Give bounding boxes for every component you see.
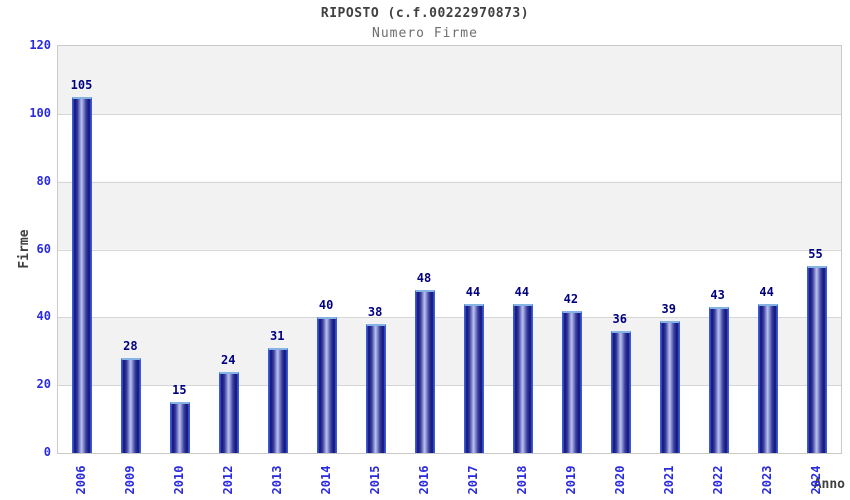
bar-value-2018: 44 xyxy=(514,284,530,299)
bar-value-2012: 24 xyxy=(221,352,236,367)
bar-2006 xyxy=(72,96,93,453)
gridline-100 xyxy=(58,113,841,115)
y-tick-label-100: 100 xyxy=(29,105,51,120)
bar-2023 xyxy=(757,303,778,453)
bar-value-2023: 44 xyxy=(759,284,774,299)
x-tick-label-2006: 2006 xyxy=(74,465,89,495)
y-tick-label-80: 80 xyxy=(36,173,51,188)
bar-value-2009: 28 xyxy=(123,339,138,354)
bar-2015 xyxy=(366,324,387,453)
plot-area xyxy=(57,45,842,454)
x-tick-label-2019: 2019 xyxy=(563,465,578,495)
y-tick-label-40: 40 xyxy=(36,309,51,324)
y-tick-label-120: 120 xyxy=(29,38,51,52)
x-tick-label-2017: 2017 xyxy=(465,465,480,495)
x-tick-label-2012: 2012 xyxy=(221,465,236,495)
bar-value-2015: 38 xyxy=(367,305,383,320)
x-tick-label-2024: 2024 xyxy=(808,465,823,495)
bar-value-2013: 31 xyxy=(269,328,285,343)
bar-2009 xyxy=(121,358,142,453)
gridline-80 xyxy=(58,181,841,183)
bar-2013 xyxy=(268,347,289,453)
bar-2014 xyxy=(317,317,338,453)
bar-2021 xyxy=(659,320,680,453)
x-tick-label-2015: 2015 xyxy=(368,465,383,495)
bar-2022 xyxy=(708,307,729,453)
x-tick-label-2023: 2023 xyxy=(759,465,774,495)
chart-subtitle: Numero Firme xyxy=(372,26,478,41)
bar-2019 xyxy=(561,310,582,453)
y-tick-label-60: 60 xyxy=(36,241,51,256)
gridline-40 xyxy=(58,317,841,319)
bar-value-2016: 48 xyxy=(416,271,432,286)
bar-2024 xyxy=(806,266,827,453)
bar-value-2021: 39 xyxy=(661,301,676,316)
x-axis-title: Anno xyxy=(813,477,845,492)
bar-2020 xyxy=(610,330,631,453)
y-tick-label-0: 0 xyxy=(43,445,51,459)
x-tick-label-2022: 2022 xyxy=(710,465,725,495)
y-tick-label-20: 20 xyxy=(36,377,51,392)
bar-2010 xyxy=(170,402,191,453)
bar-value-2020: 36 xyxy=(612,311,627,326)
x-tick-label-2009: 2009 xyxy=(123,465,138,495)
bar-2012 xyxy=(219,371,240,453)
x-tick-label-2016: 2016 xyxy=(417,465,432,495)
bar-value-2014: 40 xyxy=(318,298,334,313)
bar-2016 xyxy=(415,290,436,453)
x-tick-label-2013: 2013 xyxy=(270,465,285,495)
x-tick-label-2014: 2014 xyxy=(319,465,334,495)
x-tick-label-2021: 2021 xyxy=(661,465,676,495)
x-tick-label-2020: 2020 xyxy=(612,465,627,495)
bar-value-2006: 105 xyxy=(70,77,93,92)
bar-value-2010: 15 xyxy=(172,383,187,398)
bar-2018 xyxy=(512,303,533,453)
gridline-20 xyxy=(58,385,841,387)
gridline-60 xyxy=(58,249,841,251)
bar-value-2019: 42 xyxy=(563,291,579,306)
chart-title: RIPOSTO (c.f.00222970873) xyxy=(320,6,530,21)
bar-value-2017: 44 xyxy=(465,284,481,299)
x-tick-label-2018: 2018 xyxy=(514,465,529,495)
x-tick-label-2010: 2010 xyxy=(172,465,187,495)
bar-value-2022: 43 xyxy=(710,288,725,303)
bar-2017 xyxy=(463,303,484,453)
bar-value-2024: 55 xyxy=(808,247,823,262)
